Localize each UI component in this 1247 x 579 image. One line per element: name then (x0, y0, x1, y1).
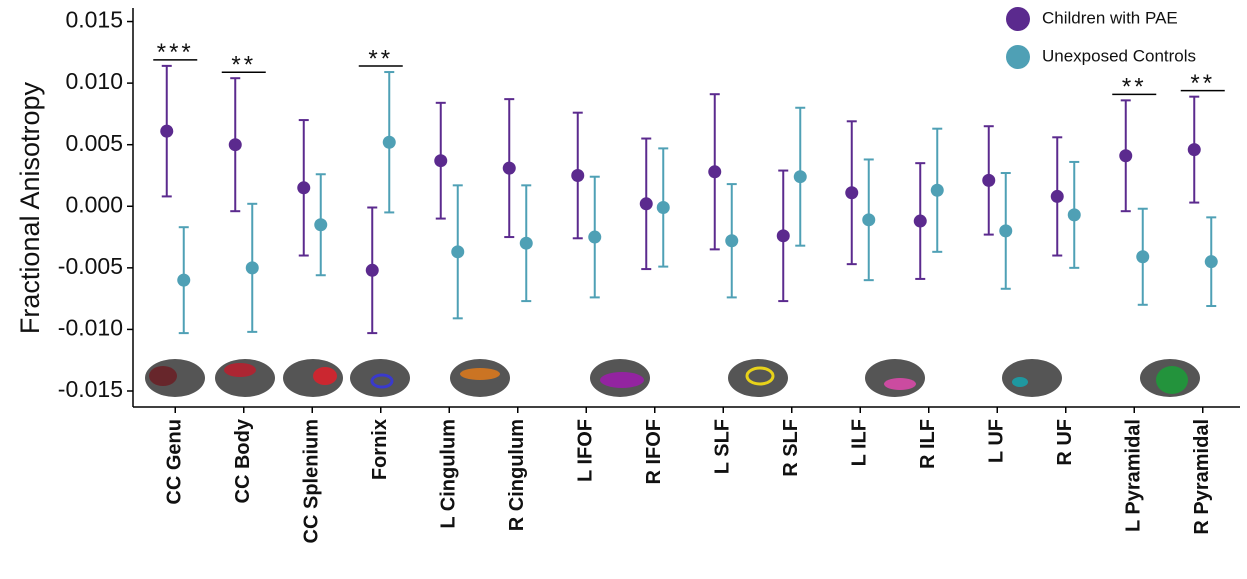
y-tick-label: 0.010 (65, 68, 123, 94)
legend-marker (1006, 45, 1030, 69)
point (1136, 250, 1149, 263)
chart: Fractional Anisotropy -0.015 -0.010 -0.005… (0, 0, 1247, 579)
point (571, 169, 584, 182)
legend-marker (1006, 7, 1030, 31)
point (982, 174, 995, 187)
point (434, 154, 447, 167)
point (1068, 208, 1081, 221)
x-tick-label: CC Body (232, 418, 254, 503)
significance-label: ** (1122, 74, 1147, 101)
point (503, 162, 516, 175)
significance-label: ** (368, 45, 393, 72)
x-tick-label: L IFOF (575, 419, 597, 482)
point (451, 245, 464, 258)
x-tick-label: L Pyramidal (1123, 419, 1145, 532)
significance-label: *** (157, 39, 194, 66)
point (383, 136, 396, 149)
point (862, 213, 875, 226)
point (177, 274, 190, 287)
significance-label: ** (1190, 70, 1215, 97)
point (1188, 143, 1201, 156)
x-tick-label: CC Genu (164, 419, 186, 505)
y-tick-label: 0.015 (65, 7, 123, 33)
x-tick-label: R IFOF (643, 419, 665, 485)
y-axis-title: Fractional Anisotropy (15, 81, 45, 334)
point (366, 264, 379, 277)
point (708, 165, 721, 178)
point (246, 261, 259, 274)
point (1119, 149, 1132, 162)
x-tick-label: R ILF (917, 419, 939, 469)
point (1051, 190, 1064, 203)
point (160, 125, 173, 138)
x-tick-label: R Cingulum (506, 419, 528, 531)
x-tick-label: L ILF (849, 419, 871, 466)
x-tick-label: R Pyramidal (1191, 419, 1213, 535)
y-tick-label: 0.000 (65, 191, 123, 217)
y-tick-label: -0.010 (58, 314, 123, 340)
point (588, 231, 601, 244)
x-tick-label: R SLF (780, 419, 802, 477)
y-tick-label: -0.005 (58, 253, 123, 279)
point (794, 170, 807, 183)
point (914, 215, 927, 228)
point (999, 224, 1012, 237)
point (657, 201, 670, 214)
x-tick-label: CC Splenium (301, 419, 323, 543)
x-tick-label: R UF (1054, 419, 1076, 466)
brain-icons (145, 359, 1200, 397)
x-tick-label: Fornix (369, 419, 391, 480)
point (314, 218, 327, 231)
point (520, 237, 533, 250)
point (777, 229, 790, 242)
x-tick-label: L UF (986, 419, 1008, 463)
significance-label: ** (231, 52, 256, 79)
point (297, 181, 310, 194)
point (845, 186, 858, 199)
y-tick-label: -0.015 (58, 376, 123, 402)
point (1205, 255, 1218, 268)
point (229, 138, 242, 151)
point (640, 197, 653, 210)
legend-label: Unexposed Controls (1042, 46, 1196, 65)
point (725, 234, 738, 247)
page: {"chart_data": {"type": "errorbar", "y_l… (0, 0, 1247, 579)
x-tick-label: L Cingulum (438, 419, 460, 529)
legend-label: Children with PAE (1042, 8, 1178, 27)
x-tick-label: L SLF (712, 419, 734, 474)
point (931, 184, 944, 197)
y-tick-label: 0.005 (65, 130, 123, 156)
